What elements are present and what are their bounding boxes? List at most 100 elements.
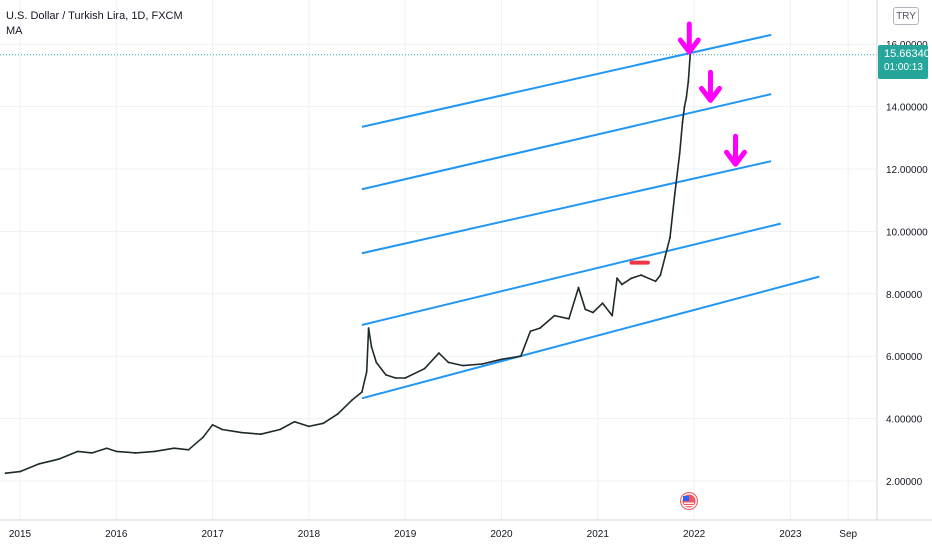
symbol-title[interactable]: U.S. Dollar / Turkish Lira, 1D, FXCM <box>6 10 183 22</box>
y-tick-label: 6.00000 <box>886 352 923 363</box>
price-point <box>115 450 118 453</box>
price-point <box>365 370 368 373</box>
price-point <box>19 470 21 473</box>
price-point <box>553 314 556 317</box>
price-point <box>360 391 363 393</box>
price-point <box>640 274 643 276</box>
down-arrow-icon <box>724 133 748 167</box>
price-point <box>620 283 623 286</box>
price-point <box>153 450 156 453</box>
price-point <box>322 422 325 425</box>
down-arrow-icon <box>677 21 701 55</box>
y-tick-label: 2.00000 <box>886 477 923 488</box>
price-point <box>630 277 633 280</box>
price-point <box>240 431 243 434</box>
price-point <box>202 436 204 439</box>
y-tick-label: 10.00000 <box>886 227 928 238</box>
price-point <box>568 317 570 320</box>
channel-trendline <box>361 275 820 400</box>
x-tick-label: 2022 <box>683 529 706 540</box>
price-point <box>673 193 676 195</box>
price-point <box>394 377 397 379</box>
price-series-line <box>5 54 691 474</box>
price-point <box>375 361 378 364</box>
arrow-layer <box>677 21 748 167</box>
price-point <box>592 311 594 314</box>
price-point <box>76 450 79 453</box>
price-point <box>678 152 681 155</box>
grid-layer <box>0 0 877 520</box>
price-point <box>38 462 41 465</box>
price-point <box>577 286 580 289</box>
price-point <box>404 377 407 379</box>
x-tick-label: 2015 <box>9 529 32 540</box>
price-point <box>351 398 354 401</box>
x-tick-label: Sep <box>839 529 857 540</box>
indicator-label[interactable]: MA <box>6 25 23 37</box>
price-point <box>683 105 686 108</box>
price-point <box>601 302 604 305</box>
price-point <box>659 274 662 276</box>
x-tick-label: 2023 <box>779 529 802 540</box>
price-point <box>385 374 387 376</box>
price-point <box>529 330 532 333</box>
price-point <box>664 255 667 258</box>
price-point <box>370 345 373 348</box>
price-point <box>681 121 684 124</box>
price-point <box>423 367 426 370</box>
price-point <box>279 428 281 431</box>
price-point <box>462 364 464 367</box>
price-point <box>187 448 190 451</box>
channel-trendline <box>361 33 772 128</box>
price-point <box>519 355 522 358</box>
price-point <box>91 452 94 454</box>
arrow-head <box>698 85 722 103</box>
price-point <box>685 96 688 99</box>
price-point <box>669 236 671 239</box>
x-tick-label: 2020 <box>490 529 513 540</box>
series-layer <box>4 53 692 475</box>
price-point <box>500 358 503 361</box>
x-tick-label: 2019 <box>394 529 417 540</box>
x-tick-label: 2016 <box>105 529 128 540</box>
last-price-value: 15.66340 <box>884 48 930 60</box>
price-point <box>367 327 370 330</box>
chart-legend: U.S. Dollar / Turkish Lira, 1D, FXCM MA <box>6 9 183 39</box>
price-point <box>616 277 618 280</box>
price-point <box>211 423 214 426</box>
price-point <box>654 280 657 283</box>
y-tick-label: 14.00000 <box>886 103 928 114</box>
bar-countdown: 01:00:13 <box>884 62 923 73</box>
down-arrow-icon <box>698 69 722 103</box>
price-point <box>308 425 310 428</box>
arrow-head <box>724 149 748 167</box>
channel-trendline <box>361 222 782 326</box>
y-tick-label: 8.00000 <box>886 290 923 301</box>
us-flag-event-icon[interactable] <box>680 492 698 510</box>
channel-trendline <box>361 160 772 255</box>
currency-badge[interactable]: TRY <box>893 7 919 25</box>
x-tick-label: 2021 <box>587 529 610 540</box>
channel-trendline <box>361 93 772 191</box>
x-tick-label: 2018 <box>298 529 321 540</box>
y-tick-label: 4.00000 <box>886 415 923 426</box>
arrow-head <box>677 37 701 55</box>
price-point <box>173 447 175 450</box>
price-point <box>584 308 587 311</box>
price-point <box>221 428 224 431</box>
y-tick-label: 12.00000 <box>886 165 928 176</box>
price-point <box>57 458 60 461</box>
price-point <box>293 420 296 423</box>
price-point <box>611 314 614 317</box>
price-point <box>336 413 339 415</box>
x-tick-label: 2017 <box>201 529 224 540</box>
price-point <box>259 433 262 436</box>
price-point <box>447 361 450 364</box>
price-point <box>481 363 484 365</box>
price-point <box>539 327 541 330</box>
price-point <box>438 352 440 354</box>
price-point <box>105 447 108 450</box>
